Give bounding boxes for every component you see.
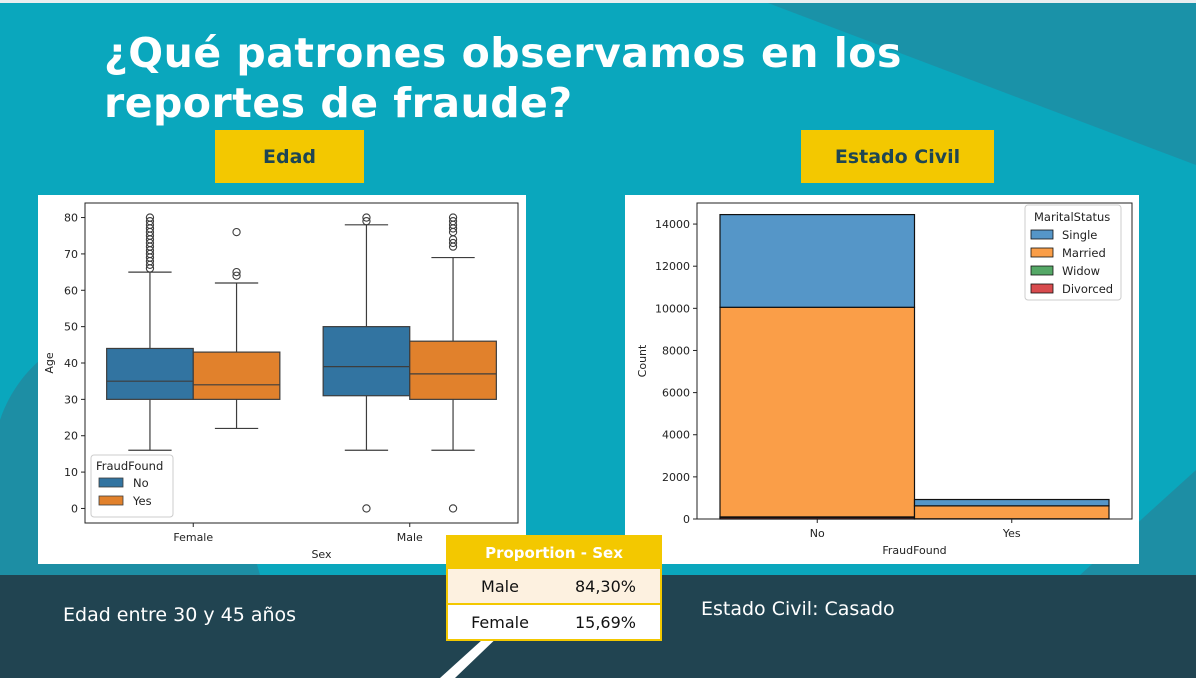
y-tick-label: 10 bbox=[64, 466, 78, 479]
y-tick-label: 70 bbox=[64, 248, 78, 261]
legend-label: Single bbox=[1062, 228, 1097, 242]
marital-status-stacked-chart: 0 2000 4000 6000 8000 10000 12000 14000 No Yes Fra… bbox=[636, 202, 1133, 557]
y-tick-label: 40 bbox=[64, 357, 78, 370]
bar-single-yes bbox=[913, 498, 1110, 507]
y-tick-label: 8000 bbox=[662, 344, 690, 357]
outlier-point bbox=[362, 217, 371, 226]
box-yes-male bbox=[409, 340, 497, 400]
outlier-point bbox=[448, 217, 458, 226]
legend-label: Married bbox=[1062, 246, 1106, 260]
table-row: Male 84,30% bbox=[448, 569, 660, 605]
legend-label: Yes bbox=[132, 494, 152, 508]
x-tick-label: Female bbox=[173, 531, 213, 544]
table-cell-label: Female bbox=[471, 612, 529, 632]
x-tick-label: Yes bbox=[1002, 527, 1021, 540]
legend-box bbox=[1024, 204, 1122, 301]
y-axis-label: Age bbox=[43, 352, 56, 374]
y-tick-label: 0 bbox=[683, 513, 690, 526]
outlier-point bbox=[448, 213, 458, 222]
legend-swatch bbox=[1030, 247, 1054, 258]
legend-title: MaritalStatus bbox=[1034, 210, 1110, 224]
legend-swatch bbox=[98, 477, 124, 488]
y-tick-label: 2000 bbox=[662, 471, 690, 484]
legend-swatch bbox=[1030, 229, 1054, 240]
y-tick-label: 4000 bbox=[662, 429, 690, 442]
y-tick-label: 20 bbox=[64, 430, 78, 443]
legend-label: Divorced bbox=[1062, 282, 1113, 296]
marital-status-chart-panel: 0 2000 4000 6000 8000 10000 12000 14000 No Yes Fra… bbox=[625, 195, 1139, 564]
box-no-female bbox=[106, 347, 194, 400]
y-tick-label: 50 bbox=[64, 321, 78, 334]
y-axis-label: Count bbox=[636, 344, 649, 377]
y-tick-label: 30 bbox=[64, 393, 78, 406]
table-header: Proportion - Sex bbox=[448, 537, 660, 569]
outlier-point bbox=[145, 217, 155, 226]
table-cell-value: 15,69% bbox=[574, 612, 636, 632]
bar-married-no bbox=[719, 306, 916, 518]
x-axis-label: FraudFound bbox=[882, 544, 946, 557]
x-tick-label: Male bbox=[397, 531, 423, 544]
y-tick-label: 14000 bbox=[655, 218, 690, 231]
y-tick-label: 0 bbox=[71, 502, 78, 515]
proportion-sex-table: Proportion - Sex Male 84,30% Female 15,6… bbox=[446, 535, 662, 641]
table-cell-label: Male bbox=[481, 576, 519, 596]
outlier-point bbox=[145, 213, 155, 222]
outlier-point bbox=[362, 213, 371, 222]
legend-label: Widow bbox=[1062, 264, 1100, 278]
bar-married-yes bbox=[913, 505, 1110, 520]
outlier-point bbox=[232, 227, 241, 237]
box-yes-female bbox=[192, 351, 281, 400]
age-boxplot-panel: 0 10 20 30 40 50 60 70 80 Female Male Sex Age FraudFo… bbox=[38, 195, 526, 564]
x-axis-label: Sex bbox=[311, 548, 332, 561]
y-tick-label: 12000 bbox=[655, 260, 690, 273]
table-cell-value: 84,30% bbox=[574, 576, 636, 596]
bar-single-no bbox=[719, 213, 916, 308]
outlier-point bbox=[448, 238, 458, 248]
legend-label: No bbox=[133, 476, 149, 490]
slide-title: ¿Qué patrones observamos en los reportes… bbox=[104, 29, 902, 127]
box-no-male bbox=[322, 326, 411, 397]
legend-swatch bbox=[1030, 265, 1054, 276]
outlier-point bbox=[362, 504, 371, 513]
x-tick-label: No bbox=[810, 527, 825, 540]
outlier-point bbox=[448, 504, 458, 513]
table-row: Female 15,69% bbox=[448, 605, 660, 639]
outlier-point bbox=[232, 267, 241, 277]
tag-edad: Edad bbox=[215, 130, 364, 183]
legend-swatch bbox=[98, 495, 124, 506]
outlier-point bbox=[232, 271, 241, 280]
legend-swatch bbox=[1030, 283, 1054, 294]
age-boxplot-chart: 0 10 20 30 40 50 60 70 80 Female Male Sex Age FraudFo… bbox=[43, 202, 519, 561]
legend-title: FraudFound bbox=[96, 459, 163, 473]
caption-age: Edad entre 30 y 45 años bbox=[63, 604, 297, 626]
y-tick-label: 6000 bbox=[662, 387, 690, 400]
y-tick-label: 10000 bbox=[655, 302, 690, 315]
y-tick-label: 80 bbox=[64, 212, 78, 225]
tag-estado-civil: Estado Civil bbox=[801, 130, 994, 183]
y-tick-label: 60 bbox=[64, 284, 78, 297]
caption-marital-status: Estado Civil: Casado bbox=[701, 598, 895, 620]
